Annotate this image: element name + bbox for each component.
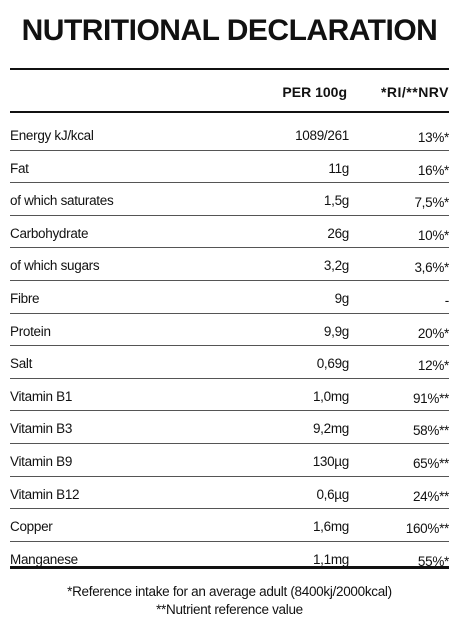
nutrient-name: Carbohydrate xyxy=(10,225,89,241)
table-row: Vitamin B12 0,6µg 24%** xyxy=(10,477,449,510)
footnote-reference-intake: *Reference intake for an average adult (… xyxy=(67,584,392,599)
table-row: of which saturates 1,5g 7,5%* xyxy=(10,183,449,216)
footnote-nrv: **Nutrient reference value xyxy=(156,602,303,617)
nutrient-name: Energy kJ/kcal xyxy=(10,128,94,143)
nutrient-name: Fat xyxy=(10,160,29,176)
per-100g-value: 0,6µg xyxy=(316,486,349,502)
per-100g-value: 9g xyxy=(334,290,350,306)
nutrient-name: Copper xyxy=(10,519,53,535)
per-100g-value: 9,9g xyxy=(323,323,349,339)
nutrition-table: Energy kJ/kcal 1089/261 13%* Fat 11g 16%… xyxy=(10,118,449,573)
nutrient-name: Protein xyxy=(10,323,51,339)
per-100g-value: 3,2g xyxy=(323,258,349,274)
table-row: Energy kJ/kcal 1089/261 13%* xyxy=(10,118,449,151)
ri-value: 7,5%* xyxy=(414,195,449,211)
table-row: Fibre 9g - xyxy=(10,281,449,314)
nutrient-name: Vitamin B1 xyxy=(10,388,73,404)
table-header: PER 100g *RI/**NRV xyxy=(10,70,449,111)
ri-value: 12%* xyxy=(417,358,449,374)
page-title: NUTRITIONAL DECLARATION xyxy=(21,14,438,47)
table-row: Vitamin B1 1,0mg 91%** xyxy=(10,379,449,412)
ri-value: - xyxy=(444,292,450,308)
per-100g-value: 9,2mg xyxy=(312,421,349,437)
nutrient-name: of which sugars xyxy=(10,258,100,274)
table-row: Fat 11g 16%* xyxy=(10,151,449,184)
top-divider xyxy=(10,68,449,70)
per-100g-value: 1089/261 xyxy=(295,128,349,143)
ri-value: 65%** xyxy=(412,455,449,471)
bottom-divider xyxy=(10,566,449,569)
nutrient-name: of which saturates xyxy=(10,193,114,209)
per-100g-value: 11g xyxy=(328,160,349,176)
per-100g-value: 26g xyxy=(327,225,349,241)
table-row: Carbohydrate 26g 10%* xyxy=(10,216,449,249)
header-divider xyxy=(10,111,449,113)
table-row: Protein 9,9g 20%* xyxy=(10,314,449,347)
per-100g-value: 130µg xyxy=(312,453,350,469)
table-row: of which sugars 3,2g 3,6%* xyxy=(10,248,449,281)
nutrient-name: Salt xyxy=(10,356,33,372)
per-100g-value: 1,0mg xyxy=(312,388,349,404)
table-row: Copper 1,6mg 160%** xyxy=(10,509,449,542)
table-row: Salt 0,69g 12%* xyxy=(10,346,449,379)
ri-value: 10%* xyxy=(417,227,449,243)
per-100g-value: 1,6mg xyxy=(312,519,349,535)
ri-value: 91%** xyxy=(412,390,449,406)
ri-value: 160%** xyxy=(405,521,450,537)
nutrient-name: Manganese xyxy=(10,551,78,567)
nutrient-name: Vitamin B3 xyxy=(10,421,73,437)
ri-value: 13%* xyxy=(417,130,449,145)
per-100g-value: 0,69g xyxy=(316,356,350,372)
nutrient-name: Vitamin B9 xyxy=(10,453,73,469)
column-header-ri-nrv: *RI/**NRV xyxy=(380,84,449,100)
per-100g-value: 1,5g xyxy=(323,193,349,209)
table-row: Vitamin B3 9,2mg 58%** xyxy=(10,411,449,444)
ri-value: 16%* xyxy=(417,162,449,178)
per-100g-value: 1,1mg xyxy=(312,551,349,567)
nutrient-name: Vitamin B12 xyxy=(10,486,80,502)
ri-value: 20%* xyxy=(417,325,449,341)
ri-value: 58%** xyxy=(412,423,449,439)
nutrient-name: Fibre xyxy=(10,290,40,306)
table-row: Vitamin B9 130µg 65%** xyxy=(10,444,449,477)
column-header-per-100g: PER 100g xyxy=(282,84,347,100)
table-row: Manganese 1,1mg 55%* xyxy=(10,542,449,574)
ri-value: 24%** xyxy=(412,488,449,504)
ri-value: 3,6%* xyxy=(414,260,449,276)
ri-value: 55%* xyxy=(417,553,449,569)
